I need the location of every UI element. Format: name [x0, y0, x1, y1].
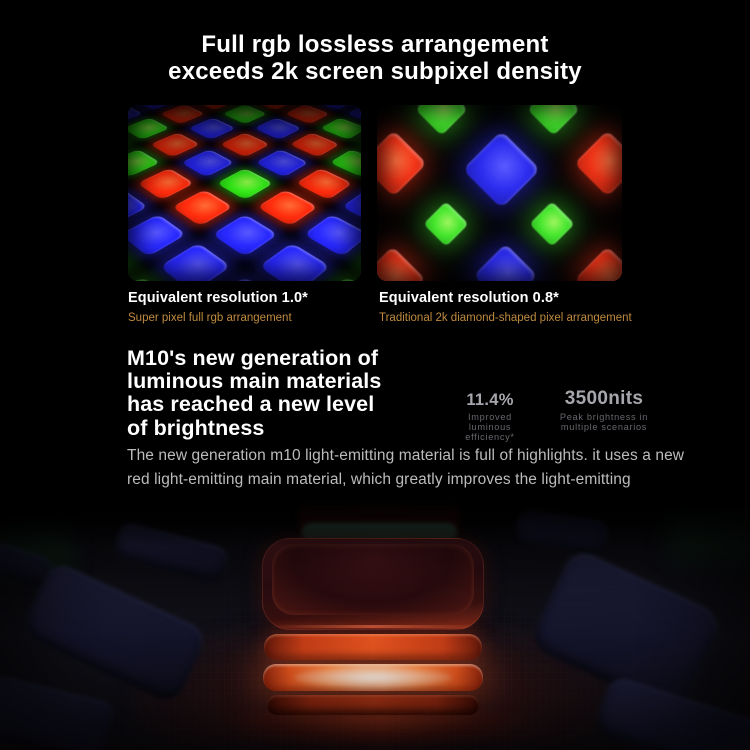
- diamond-pixel: [462, 130, 540, 208]
- subpixel-tile: [319, 117, 361, 140]
- subpixel-tile: [128, 117, 170, 140]
- diamond-pixel: [377, 129, 427, 197]
- stat-label: Peak brightness in multiple scenarios: [559, 412, 649, 432]
- material-layer-stack: [262, 538, 484, 716]
- material-heading: M10's new generation of luminous main ma…: [127, 346, 382, 440]
- subpixel-tile: [253, 117, 302, 140]
- diamond-pixel-image: [377, 105, 622, 281]
- subpixel-tile: [357, 242, 361, 281]
- floor-grid-texture: [0, 497, 750, 750]
- page-title-line2: exceeds 2k screen subpixel density: [168, 58, 582, 85]
- navy-slab: [527, 547, 724, 715]
- diamond-pixel: [573, 245, 622, 281]
- stat-peak-brightness: 3500nits Peak brightness in multiple sce…: [545, 388, 663, 433]
- subpixel-tile: [303, 214, 361, 257]
- subpixel-tile: [128, 276, 175, 281]
- subpixel-tile: [329, 149, 361, 178]
- red-slab-behind-stack: [298, 499, 460, 533]
- caption-left: Equivalent resolution 1.0* Super pixel f…: [128, 290, 308, 324]
- stack-bottom-layer: [267, 695, 479, 715]
- navy-slab: [513, 508, 611, 556]
- subpixel-tile: [314, 276, 361, 281]
- page-title-line1: Full rgb lossless arrangement: [201, 31, 549, 58]
- caption-left-title: Equivalent resolution 1.0*: [128, 290, 308, 306]
- stack-floor-reflection: [228, 713, 524, 750]
- navy-slab: [592, 674, 750, 750]
- caption-right-subtitle: Traditional 2k diamond-shaped pixel arra…: [379, 312, 632, 324]
- subpixel-tile: [284, 105, 330, 124]
- diamond-pixel-field: [377, 105, 622, 281]
- subpixel-tile: [222, 105, 267, 124]
- subpixel-tile: [180, 149, 235, 178]
- diamond-pixel: [573, 129, 622, 197]
- caption-left-subtitle: Super pixel full rgb arrangement: [128, 312, 292, 324]
- subpixel-tile: [216, 168, 273, 200]
- subpixel-tile: [205, 276, 284, 281]
- navy-slab: [0, 538, 56, 590]
- subpixel-tile: [256, 189, 318, 227]
- stat-value: 11.4%: [466, 391, 514, 409]
- superpixel-rgb-image: [128, 105, 361, 281]
- subpixel-tile: [219, 132, 270, 158]
- floor-red-glow: [130, 617, 620, 747]
- subpixel-tile: [254, 149, 309, 178]
- caption-right-title: Equivalent resolution 0.8*: [379, 290, 559, 306]
- emitting-material-scene: [0, 497, 750, 750]
- subpixel-tile: [149, 132, 200, 158]
- diamond-pixel: [414, 105, 468, 136]
- subpixel-grid-plane: [128, 105, 361, 281]
- diamond-pixel: [529, 201, 575, 247]
- diamond-pixel: [377, 245, 426, 281]
- page-title: Full rgb lossless arrangement exceeds 2k…: [0, 31, 750, 85]
- stat-value: 3500nits: [564, 388, 644, 409]
- green-slab-blur-right: [668, 507, 750, 561]
- hot-glow-core: [293, 667, 453, 688]
- subpixel-tile: [128, 149, 160, 178]
- subpixel-tile: [128, 214, 186, 257]
- navy-slab: [0, 674, 116, 750]
- subpixel-tile: [159, 105, 205, 124]
- subpixel-tile: [252, 105, 296, 110]
- stat-label: Improved luminous efficiency*: [465, 412, 515, 442]
- subpixel-tile: [136, 168, 194, 200]
- diamond-pixel: [526, 105, 580, 136]
- diamond-pixel: [473, 243, 537, 281]
- subpixel-tile: [211, 214, 278, 257]
- subpixel-tile: [128, 242, 132, 281]
- green-slab-blur-left: [0, 531, 74, 575]
- navy-slab: [19, 560, 209, 706]
- subpixel-tile: [171, 189, 233, 227]
- stack-red-layer: [264, 634, 482, 660]
- navy-slab: [112, 521, 230, 585]
- subpixel-tile: [193, 105, 237, 110]
- stack-top-layer: [262, 538, 484, 630]
- diamond-pixel: [423, 201, 469, 247]
- stat-luminous-efficiency: 11.4% Improved luminous efficiency*: [450, 391, 530, 442]
- subpixel-tile: [159, 242, 231, 281]
- subpixel-tile: [295, 168, 353, 200]
- subpixel-tile: [258, 242, 330, 281]
- stack-glowing-layer: [263, 664, 483, 691]
- subpixel-tile: [289, 132, 340, 158]
- caption-right: Equivalent resolution 0.8* Traditional 2…: [379, 290, 632, 324]
- teal-slab-behind-stack: [302, 523, 457, 543]
- subpixel-tile: [187, 117, 236, 140]
